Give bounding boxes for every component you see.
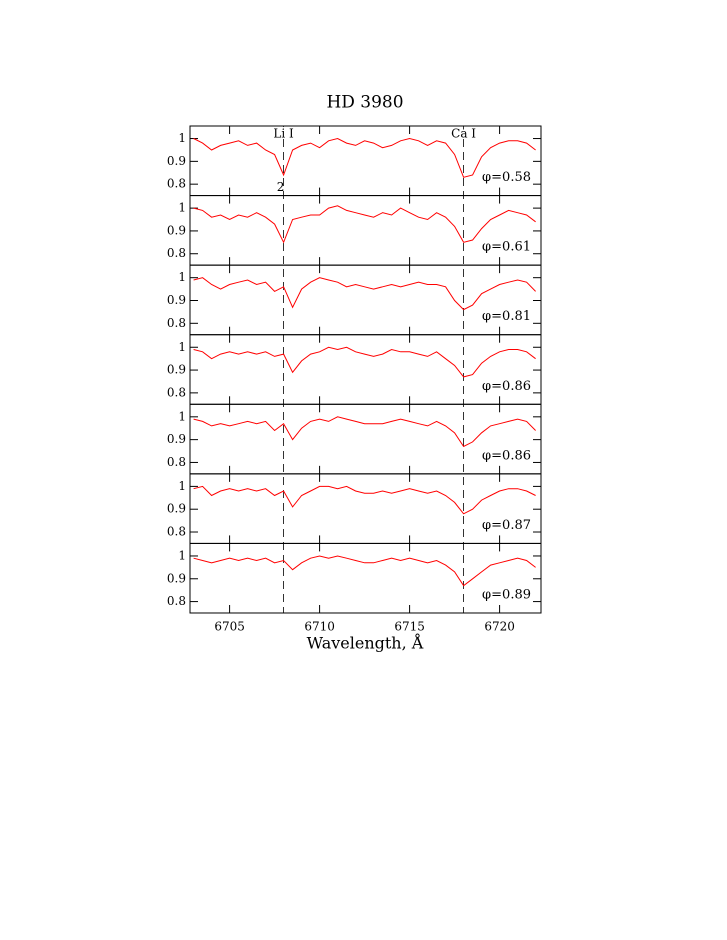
y-tick-label: 0.9 [167,154,186,168]
y-tick-label: 0.9 [167,293,186,307]
y-tick-label: 1 [178,270,186,284]
line-label: Ca I [451,127,476,141]
spectrum-line [193,137,536,178]
y-tick-label: 0.8 [167,177,186,191]
line-label: 2 [277,180,285,194]
y-tick-label: 0.9 [167,502,186,516]
panel-frame [189,334,542,405]
x-tick-label: 6715 [394,619,425,633]
y-tick-label: 1 [178,131,186,145]
panel-frame [189,542,542,614]
chart-title: HD 3980 [326,93,403,113]
phase-label: φ=0.81 [482,309,531,324]
panel-frame [189,473,542,544]
y-tick-label: 0.8 [167,594,186,608]
phase-label: φ=0.61 [482,240,531,255]
spectrum-line [193,485,536,515]
spectrum-line [193,416,536,448]
phase-label: φ=0.86 [482,448,531,463]
spectrum-line [193,277,536,311]
x-tick-label: 6710 [304,619,335,633]
panel-frame [189,195,542,266]
y-tick-label: 0.8 [167,316,186,330]
y-tick-label: 0.8 [167,525,186,539]
y-tick-label: 1 [178,548,186,562]
phase-label: φ=0.89 [482,587,531,602]
y-tick-label: 0.9 [167,571,186,585]
y-tick-label: 1 [178,479,186,493]
spectrum-line [193,555,536,587]
x-tick-label: 6705 [214,619,245,633]
phase-label: φ=0.86 [482,379,531,394]
phase-label: φ=0.58 [482,170,531,185]
spectrum-line [193,346,536,378]
y-tick-label: 0.9 [167,363,186,377]
spectrum-line [193,205,536,244]
phase-label: φ=0.87 [482,518,531,533]
y-tick-label: 1 [178,340,186,354]
panel-frame [189,403,542,475]
y-tick-label: 1 [178,201,186,215]
y-tick-label: 0.9 [167,223,186,237]
x-tick-label: 6720 [484,619,515,633]
x-axis-label: Wavelength, Å [307,633,424,653]
y-tick-label: 1 [178,409,186,423]
panel-frame [189,264,542,336]
panel-frame [189,125,542,197]
y-tick-label: 0.8 [167,246,186,260]
line-label: Li I [273,127,294,141]
y-tick-label: 0.8 [167,385,186,399]
y-tick-label: 0.9 [167,432,186,446]
y-tick-label: 0.8 [167,455,186,469]
